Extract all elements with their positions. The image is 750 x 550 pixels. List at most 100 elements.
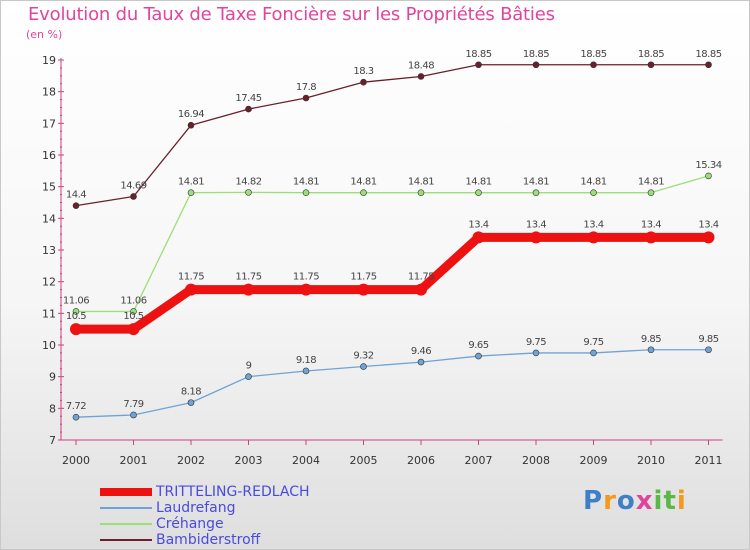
data-label: 18.48 <box>408 60 434 71</box>
data-point <box>475 352 482 360</box>
y-tick-label: 10 <box>42 339 56 352</box>
logo-letter: i <box>653 486 664 516</box>
y-tick-label: 8 <box>49 402 56 415</box>
data-point <box>360 78 367 86</box>
x-tick-label: 2002 <box>177 454 205 467</box>
data-label: 14.4 <box>66 190 86 201</box>
data-label: 14.81 <box>638 177 664 188</box>
data-label: 9.85 <box>641 334 661 345</box>
data-point <box>72 308 80 315</box>
data-label: 10.5 <box>66 311 86 322</box>
x-tick-label: 2005 <box>350 454 378 467</box>
series-line <box>75 64 710 207</box>
y-tick-label: 7 <box>49 434 56 447</box>
data-point <box>70 323 82 336</box>
data-point <box>245 189 252 196</box>
data-point <box>245 105 252 113</box>
data-point <box>590 189 597 196</box>
data-label: 14.69 <box>120 180 146 191</box>
data-point <box>532 349 540 357</box>
data-label: 13.4 <box>698 219 718 230</box>
data-label: 13.4 <box>526 219 546 230</box>
data-label: 18.85 <box>695 49 721 60</box>
x-tick-label: 2007 <box>465 454 493 467</box>
y-tick-label: 18 <box>42 86 56 99</box>
data-label: 14.81 <box>523 177 549 188</box>
data-label: 14.81 <box>178 177 204 188</box>
data-label: 9.75 <box>583 337 603 348</box>
data-point <box>647 61 655 69</box>
legend-swatch <box>100 507 152 509</box>
y-tick-label: 11 <box>42 307 56 320</box>
y-tick-label: 19 <box>42 54 56 67</box>
data-label: 11.75 <box>235 272 261 283</box>
data-point <box>302 94 310 102</box>
data-point <box>300 283 312 296</box>
unit-label: (en %) <box>26 28 63 41</box>
data-label: 7.72 <box>66 401 86 412</box>
data-label: 9.32 <box>353 351 373 362</box>
data-label: 18.85 <box>465 49 491 60</box>
data-label: 18.85 <box>638 49 664 60</box>
x-tick-label: 2008 <box>522 454 550 467</box>
data-label: 14.81 <box>408 177 434 188</box>
data-label: 16.94 <box>178 109 204 120</box>
data-label: 10.5 <box>123 311 143 322</box>
data-point <box>417 73 425 80</box>
data-label: 13.4 <box>468 219 488 230</box>
data-label: 8.18 <box>181 387 201 398</box>
data-point <box>647 346 655 354</box>
data-point <box>647 189 655 196</box>
data-point <box>187 189 195 196</box>
data-label: 9.65 <box>468 340 488 351</box>
data-label: 13.4 <box>583 219 603 230</box>
data-label: 9.46 <box>411 346 431 357</box>
data-point <box>705 172 712 180</box>
data-label: 11.75 <box>293 272 319 283</box>
data-point <box>245 373 252 380</box>
x-tick-label: 2011 <box>695 454 723 467</box>
y-tick-label: 17 <box>42 117 56 130</box>
x-tick-label: 2001 <box>120 454 148 467</box>
chart-title: Evolution du Taux de Taxe Foncière sur l… <box>28 4 555 25</box>
data-point <box>302 189 310 196</box>
y-tick-label: 13 <box>42 244 56 257</box>
data-point <box>472 231 485 244</box>
series-line <box>75 349 710 418</box>
logo-letter: r <box>603 486 617 516</box>
logo-letter: x <box>635 486 654 516</box>
data-point <box>130 308 137 315</box>
data-point <box>187 121 195 129</box>
data-label: 14.81 <box>465 177 491 188</box>
legend-swatch <box>100 488 152 496</box>
legend-label: TRITTELING-REDLACH <box>156 484 310 500</box>
data-point <box>645 231 657 244</box>
data-point <box>587 231 600 244</box>
data-point <box>590 61 597 69</box>
data-point <box>127 323 140 336</box>
x-tick-label: 2009 <box>580 454 608 467</box>
data-point <box>475 189 482 196</box>
data-label: 18.85 <box>523 49 549 60</box>
legend-label: Créhange <box>156 516 224 532</box>
data-point <box>532 61 540 69</box>
logo-letter: i <box>676 486 687 516</box>
data-point <box>72 413 80 421</box>
data-point <box>360 189 367 196</box>
y-tick-label: 14 <box>42 212 56 225</box>
data-label: 9.18 <box>296 355 316 366</box>
x-tick-label: 2004 <box>292 454 320 467</box>
logo-letter: t <box>663 486 677 516</box>
legend-label: Bambiderstroff <box>156 532 261 548</box>
data-label: 14.81 <box>293 177 319 188</box>
data-point <box>590 349 597 357</box>
y-tick-label: 9 <box>49 371 56 384</box>
data-label: 18.3 <box>353 66 373 77</box>
data-label: 17.45 <box>235 93 261 104</box>
data-point <box>532 189 540 196</box>
data-point <box>242 283 255 296</box>
data-label: 11.75 <box>350 272 376 283</box>
data-label: 14.81 <box>350 177 376 188</box>
data-label: 14.81 <box>580 177 606 188</box>
